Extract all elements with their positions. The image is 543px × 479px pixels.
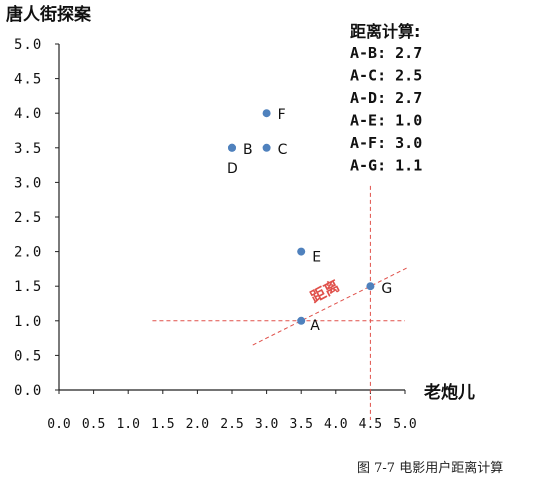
distance-box-title: 距离计算: [350, 22, 420, 41]
data-point-e [297, 247, 306, 256]
x-tick-label: 3.0 [255, 417, 278, 432]
x-tick-label: 5.0 [393, 417, 416, 432]
y-tick-label: 4.0 [14, 106, 42, 122]
point-label-b: B [243, 142, 253, 158]
distance-line [252, 266, 409, 346]
point-label-f: F [278, 107, 286, 123]
data-point-d [228, 143, 236, 152]
x-tick-label: 2.0 [186, 417, 209, 432]
x-axis-label: 老炮儿 [423, 382, 475, 403]
y-tick-label: 1.5 [14, 279, 42, 295]
y-axis-label: 唐人街探案 [6, 4, 92, 25]
distance-row: A-F: 3.0 [350, 134, 422, 152]
y-tick-label: 0.0 [14, 383, 42, 399]
data-point-f [262, 109, 271, 118]
guide-lines [152, 185, 409, 420]
point-label-d: D [227, 161, 238, 177]
y-tick-label: 2.5 [14, 210, 42, 226]
distance-row: A-B: 2.7 [350, 44, 422, 62]
figure-caption: 图 7-7 电影用户距离计算 [357, 460, 503, 476]
y-tick-label: 0.5 [14, 348, 42, 364]
distance-annotation: 距离 [307, 277, 342, 307]
distance-box: 距离计算: A-B: 2.7 A-C: 2.5 A-D: 2.7 A-E: 1.0 A-… [350, 22, 422, 175]
x-tick-label: 1.0 [116, 417, 139, 432]
point-label-e: E [312, 250, 321, 266]
x-tick-label: 4.5 [359, 417, 382, 432]
distance-row: A-C: 2.5 [350, 67, 422, 85]
y-tick-label: 3.0 [14, 175, 42, 191]
x-tick-label: 1.5 [151, 417, 174, 432]
data-points: A B C D E F G [227, 107, 392, 334]
y-tick-label: 3.5 [14, 141, 42, 157]
x-tick-label: 0.5 [82, 417, 105, 432]
x-tick-label: 2.5 [220, 417, 243, 432]
distance-row: A-D: 2.7 [350, 89, 422, 107]
data-point-c [262, 143, 271, 152]
point-label-a: A [310, 318, 320, 334]
distance-row: A-E: 1.0 [350, 112, 422, 130]
x-tick-label: 0.0 [47, 417, 70, 432]
point-label-g: G [381, 281, 392, 297]
y-tick-label: 4.5 [14, 72, 42, 88]
y-tick-label: 2.0 [14, 245, 42, 261]
distance-row: A-G: 1.1 [350, 157, 422, 175]
data-point-g [366, 282, 375, 291]
y-tick-label: 1.0 [14, 314, 42, 330]
point-label-c: C [278, 142, 288, 158]
x-tick-label: 4.0 [324, 417, 347, 432]
y-tick-label: 5.0 [14, 37, 42, 53]
data-point-a [297, 316, 306, 325]
x-tick-label: 3.5 [289, 417, 312, 432]
axes: 0.0 0.5 1.0 1.5 2.0 2.5 3.0 3.5 4.0 4.5 5.0 0.0 0.5 1… [14, 37, 417, 432]
